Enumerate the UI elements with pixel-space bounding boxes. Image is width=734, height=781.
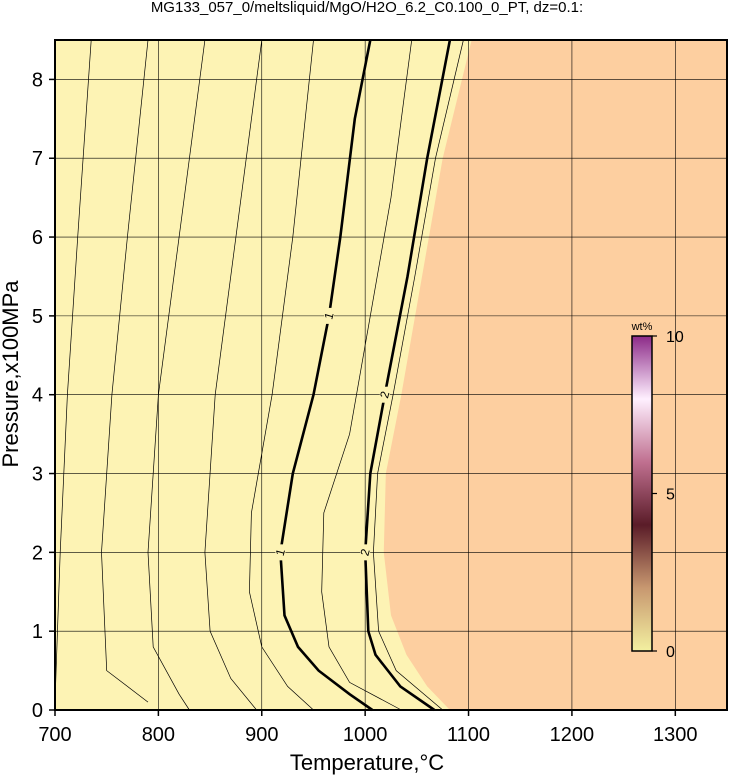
x-tick-label: 800 (142, 724, 175, 746)
x-tick-label: 1200 (550, 724, 595, 746)
contour (249, 39, 314, 711)
contour-label: 1 (321, 311, 336, 321)
contour-label: 2 (358, 547, 373, 557)
y-tick-label: 2 (32, 542, 43, 564)
y-tick-label: 8 (32, 69, 43, 91)
y-tick-label: 5 (32, 306, 43, 328)
labeled-contour (279, 39, 374, 712)
x-tick-label: 900 (245, 724, 278, 746)
colorbar-tick-label: 5 (666, 487, 675, 504)
chart-title: MG133_057_0/meltsliquid/MgO/H2O_6.2_C0.1… (151, 0, 583, 16)
contour (54, 39, 92, 703)
x-tick-label: 1000 (343, 724, 388, 746)
x-axis-label: Temperature,°C (290, 750, 444, 775)
contour-label-bg (360, 544, 371, 561)
contour-label-bg (379, 386, 390, 403)
colorbar (631, 335, 653, 652)
y-tick-label: 3 (32, 464, 43, 486)
y-axis-label: Pressure,x100MPa (0, 280, 23, 468)
contour-label-bg (275, 544, 286, 561)
labeled-contour (363, 39, 452, 712)
y-tick-label: 7 (32, 148, 43, 170)
x-tick-label: 700 (38, 724, 71, 746)
y-tick-label: 4 (32, 385, 43, 407)
contour (373, 39, 464, 711)
contour (147, 39, 206, 711)
contour-label: 2 (377, 389, 392, 399)
contour-label: 1 (273, 547, 288, 557)
contour (204, 39, 263, 711)
y-tick-label: 0 (32, 700, 43, 722)
y-tick-label: 6 (32, 227, 43, 249)
contour-label-bg (323, 307, 334, 324)
colorbar-tick-label: 0 (666, 644, 675, 661)
colorbar-tick-label: 10 (666, 329, 684, 346)
contour (101, 39, 149, 703)
x-tick-label: 1100 (447, 724, 490, 746)
plot-frame (54, 39, 728, 711)
contour (321, 39, 413, 711)
x-tick-label: 1300 (653, 724, 698, 746)
y-tick-label: 1 (32, 621, 43, 643)
colorbar-label: wt% (631, 321, 653, 333)
